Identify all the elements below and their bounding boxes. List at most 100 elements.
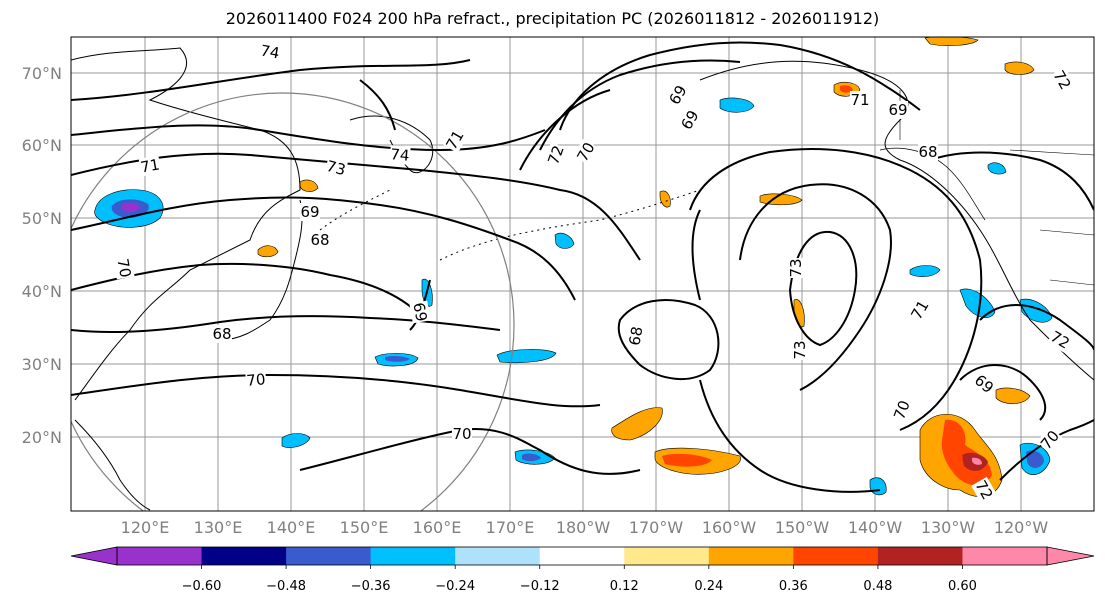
contour-line: [71, 196, 576, 301]
contour-label-bg: [245, 370, 267, 390]
contour-label-bg: [324, 156, 348, 180]
range-circle: [71, 92, 515, 511]
precip-blob: [972, 457, 982, 465]
precip-blob: [909, 265, 941, 277]
contour-line: [959, 364, 1047, 421]
colorbar-tick-label: −0.12: [520, 579, 560, 594]
contour-label: 71: [139, 155, 161, 176]
colorbar-outline: [116, 546, 1048, 566]
colorbar-segment: [708, 547, 794, 565]
contour-line: [929, 151, 1094, 211]
contour-label-bg: [389, 145, 411, 165]
precip-blob: [122, 202, 140, 212]
colorbar-tick-label: −0.36: [351, 579, 391, 594]
contour-line: [691, 209, 881, 493]
contour-line: [71, 59, 471, 101]
colorbar-tick-labels: −0.60 −0.48 −0.36 −0.24 −0.12 0.12 0.24 0.36 0.4…: [182, 565, 977, 594]
contour-label-bg: [300, 203, 320, 221]
lon-label: 130°E: [194, 518, 243, 537]
contour-label: 73: [791, 340, 809, 359]
contour-label-bg: [409, 300, 431, 324]
colorbar-segment: [370, 547, 456, 565]
contour-label-bg: [573, 138, 599, 166]
contour-label-bg: [138, 155, 162, 177]
lon-label: 120°E: [121, 518, 170, 537]
coastline-asia: [71, 47, 301, 511]
contour-label: 69: [888, 101, 907, 119]
coastline-japan: [219, 199, 303, 341]
colorbar: [70, 546, 1095, 566]
contour-label-bg: [787, 258, 805, 278]
lat-label: 30°N: [22, 355, 62, 374]
precip-blob: [522, 453, 541, 462]
contour-label-bg: [544, 142, 568, 168]
precip-blob: [1026, 450, 1044, 468]
lat-label: 20°N: [22, 428, 62, 447]
colorbar-tick-label: 0.48: [863, 579, 892, 594]
contour-line: [979, 304, 1094, 351]
lon-label: 160°E: [413, 518, 462, 537]
colorbar-segment: [286, 547, 372, 565]
contour-label: 70: [246, 370, 267, 390]
contour-label: 73: [324, 157, 347, 179]
lon-label: 130°W: [921, 518, 976, 537]
contour-line: [71, 124, 546, 152]
contour-label-bg: [1046, 327, 1074, 353]
lon-label: 120°W: [994, 518, 1049, 537]
colorbar-segment: [201, 547, 287, 565]
contour-label: 71: [850, 91, 869, 109]
contour-label: 68: [310, 231, 329, 249]
colorbar-tick-label: −0.60: [182, 579, 222, 594]
lat-label: 50°N: [22, 209, 62, 228]
lon-label: 140°W: [848, 518, 903, 537]
contour-label-bg: [850, 91, 870, 109]
lat-label: 60°N: [22, 136, 62, 155]
contour-label: 69: [409, 301, 430, 323]
precip-blob: [924, 37, 979, 46]
contour-label-bg: [970, 370, 998, 398]
contour-label-bg: [665, 81, 691, 109]
colorbar-segment: [117, 547, 203, 565]
colorbar-segment: [962, 547, 1048, 565]
contour-label-bg: [258, 41, 282, 63]
contour-label-bg: [625, 324, 647, 348]
gridlines: [71, 37, 1094, 511]
contour-line: [71, 315, 501, 333]
precip-blob: [840, 85, 853, 93]
precip-blob: [281, 433, 311, 448]
contour-label-bg: [888, 101, 908, 119]
precip-blob: [995, 387, 1031, 405]
contour-label-bg: [907, 296, 933, 324]
contour-label-bg: [212, 325, 232, 343]
precip-blob: [299, 179, 319, 192]
coastlines: [71, 47, 1094, 511]
contour-label-bg: [971, 476, 997, 504]
colorbar-over-arrow: [1046, 546, 1095, 566]
contour-line: [71, 152, 641, 261]
map-title: 2026011400 F024 200 hPa refract., precip…: [225, 9, 880, 28]
refractivity-contours: [71, 41, 1094, 493]
precip-blob: [987, 162, 1007, 175]
lon-label: 150°E: [340, 518, 389, 537]
lon-label: 160°W: [702, 518, 757, 537]
contour-label-bg: [890, 397, 914, 423]
colorbar-segment: [877, 547, 963, 565]
contour-label: 70: [452, 425, 471, 443]
colorbar-segment: [793, 547, 879, 565]
contour-label: 68: [212, 325, 231, 343]
precip-blob: [719, 97, 755, 113]
contour-label-bg: [113, 256, 135, 280]
precip-blob: [554, 232, 575, 249]
contour-line: [689, 148, 983, 431]
contour-label-bg: [677, 106, 703, 134]
contour-label: 70: [890, 398, 913, 422]
colorbar-tick-label: −0.48: [266, 579, 306, 594]
contour-line: [519, 89, 611, 171]
coastline-northamerica: [699, 60, 1094, 381]
contour-label-bg: [791, 340, 809, 360]
longitude-labels: 120°E 130°E 140°E 150°E 160°E 170°E 180°W 170°W…: [121, 518, 1049, 537]
contour-label: 70: [113, 257, 134, 279]
colorbar-tick-label: 0.36: [779, 579, 808, 594]
colorbar-tick-label: −0.24: [435, 579, 475, 594]
contour-label: 72: [544, 143, 567, 167]
